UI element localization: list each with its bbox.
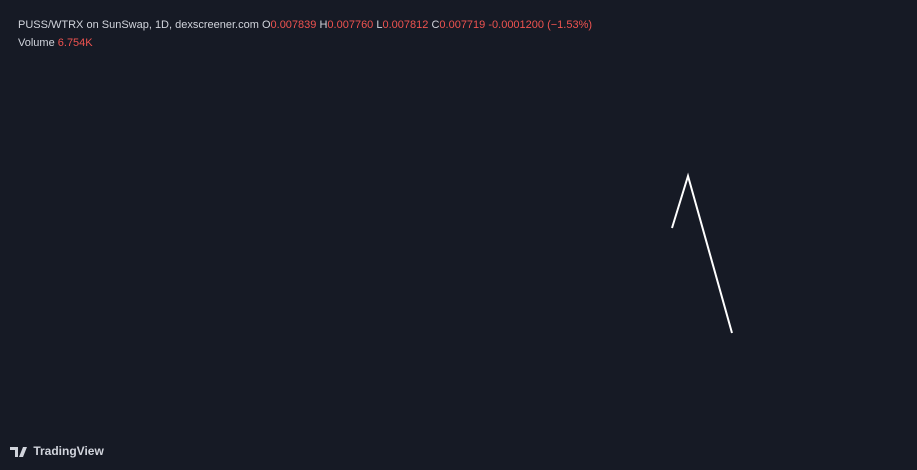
volume-line: Volume 6.754K [18, 34, 592, 52]
volume-value: 6.754K [57, 37, 93, 49]
logo [10, 446, 27, 457]
symbol-title: PUSS/WTRX on SunSwap, 1D, dexscreener.co… [18, 19, 259, 31]
brand: TradingView [33, 444, 104, 458]
ohlc-label: H [319, 19, 328, 31]
ohlc-values: O0.007839 H0.007760 L0.007812 C0.007719 [262, 19, 488, 31]
ohlc-label: O [261, 19, 271, 31]
drawn-trend-line [671, 172, 733, 334]
ohlc-value: 0.007839 [270, 19, 317, 31]
change: -0.0001200 (−1.53%) [488, 19, 593, 31]
header-line: PUSS/WTRX on SunSwap, 1D, dexscreener.co… [18, 16, 592, 34]
ohlc-value: 0.007812 [382, 19, 429, 31]
legend-header: PUSS/WTRX on SunSwap, 1D, dexscreener.co… [18, 16, 592, 52]
ohlc-label: L [376, 19, 383, 31]
ohlc-label: C [431, 19, 440, 31]
ohlc-value: 0.007760 [327, 19, 374, 31]
volume-label: Volume [18, 37, 55, 49]
ohlc-value: 0.007719 [439, 19, 486, 31]
footer: TradingView [10, 444, 104, 459]
